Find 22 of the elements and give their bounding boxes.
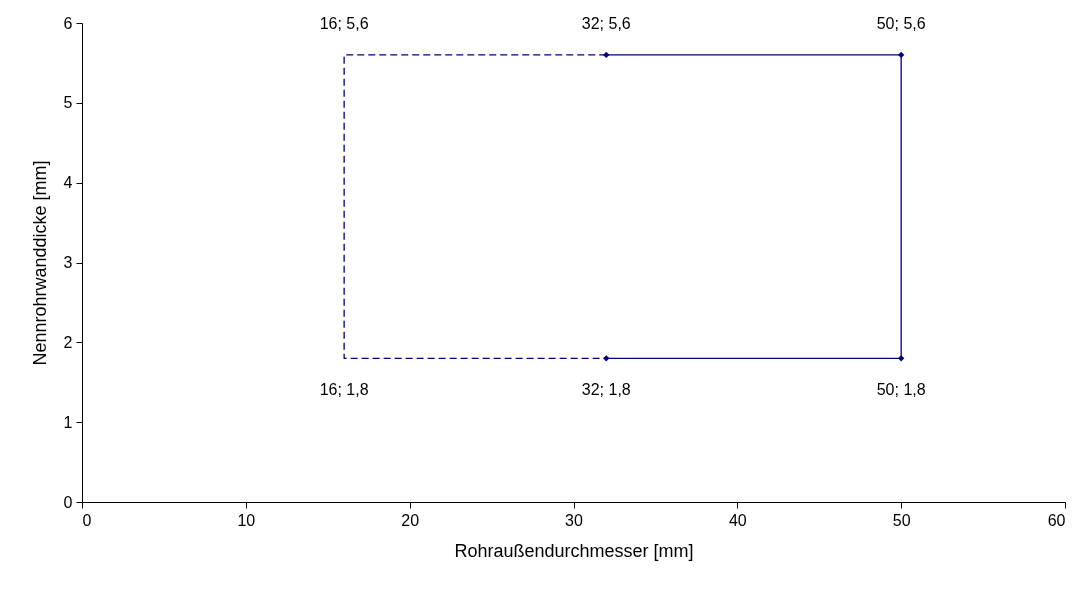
x-tick-label: 60 — [1047, 511, 1066, 529]
y-tick-label: 6 — [63, 14, 73, 32]
x-tick-label: 0 — [82, 511, 92, 529]
y-tick-label: 0 — [63, 493, 73, 511]
annotation: 16; 1,8 — [319, 381, 369, 399]
annotation: 50; 5,6 — [876, 14, 926, 32]
y-axis-title: Nennrohrwanddicke [mm] — [29, 160, 50, 366]
x-tick-label: 50 — [892, 511, 911, 529]
y-tick-label: 3 — [63, 254, 73, 271]
annotation: 50; 1,8 — [876, 381, 926, 399]
y-tick-label: 5 — [63, 94, 73, 112]
annotation: 16; 5,6 — [319, 14, 369, 32]
x-tick-label: 20 — [401, 511, 420, 529]
x-tick-label: 10 — [237, 511, 256, 529]
x-tick-label: 40 — [728, 511, 747, 529]
x-axis-title: Rohraußendurchmesser [mm] — [454, 540, 694, 561]
y-tick-label: 4 — [63, 174, 73, 192]
y-tick-label: 1 — [63, 413, 73, 431]
annotation: 32; 1,8 — [581, 381, 631, 399]
y-tick-label: 2 — [63, 333, 73, 351]
annotation: 32; 5,6 — [581, 14, 631, 32]
x-tick-label: 30 — [565, 511, 583, 529]
